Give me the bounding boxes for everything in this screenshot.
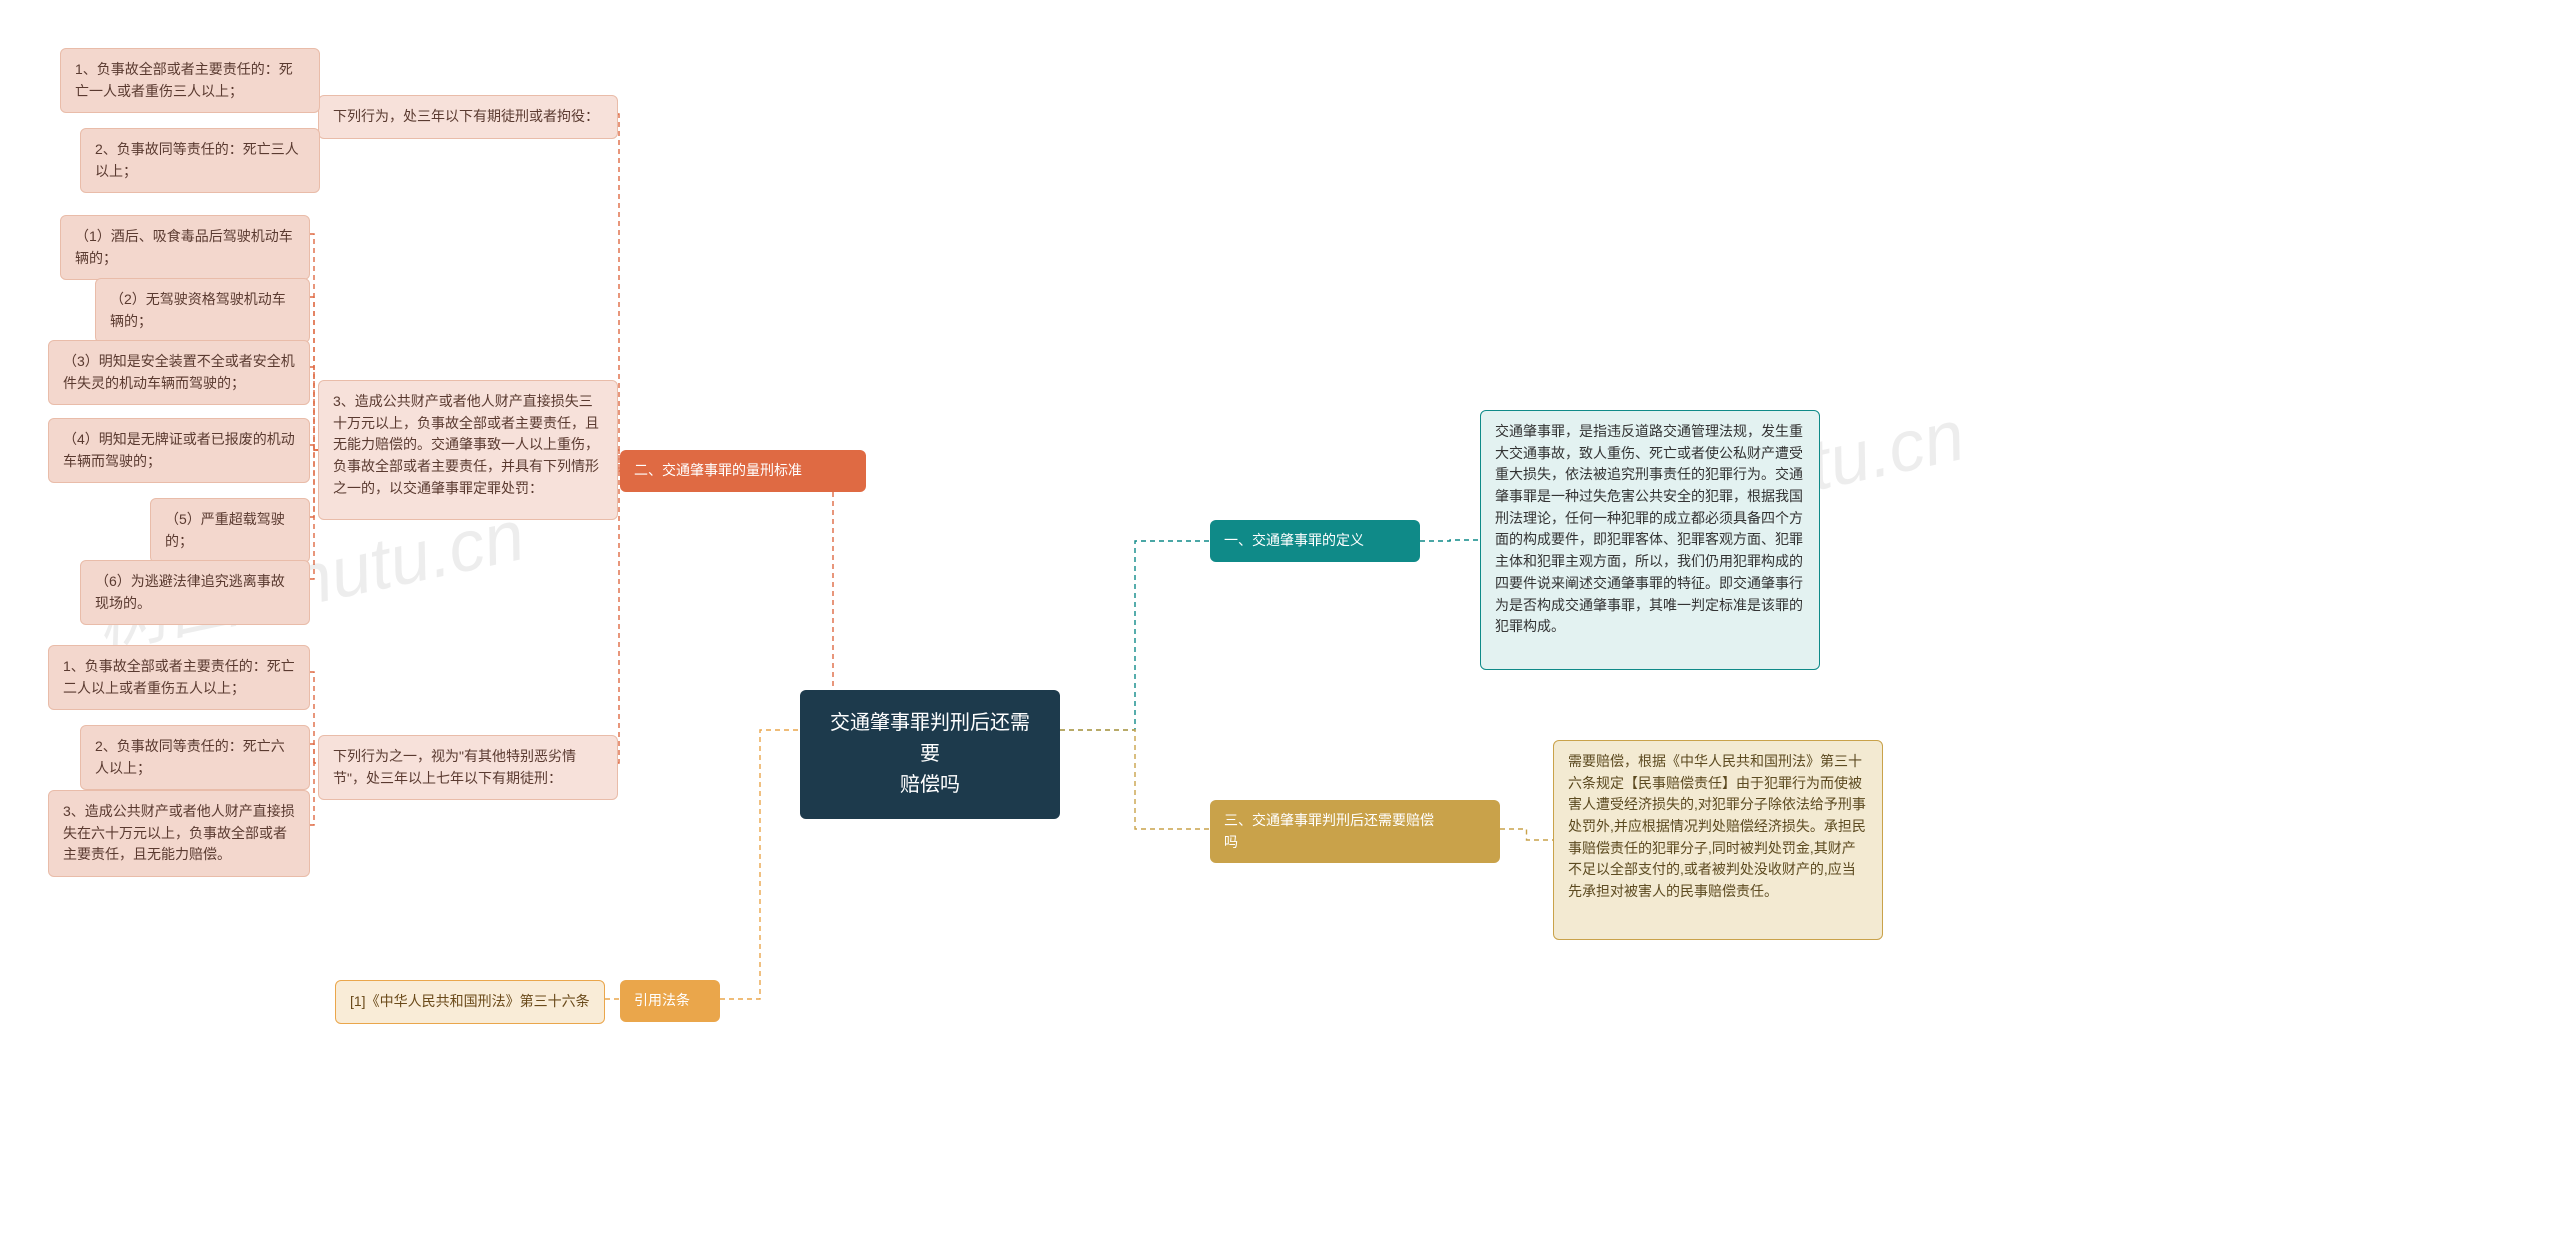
sentencing-g3-item-2: 2、负事故同等责任的：死亡六人以上； [80,725,310,790]
left-branch-citation: 引用法条 [620,980,720,1022]
sentencing-g2-item-6: （6）为逃避法律追究逃离事故现场的。 [80,560,310,625]
left-branch-citation-body: [1]《中华人民共和国刑法》第三十六条 [335,980,605,1024]
sentencing-g2-item-5: （5）严重超载驾驶的； [150,498,310,563]
sentencing-g3-item-1: 1、负事故全部或者主要责任的：死亡二人以上或者重伤五人以上； [48,645,310,710]
sentencing-g2-item-4: （4）明知是无牌证或者已报废的机动车辆而驾驶的； [48,418,310,483]
sentencing-g2-item-3: （3）明知是安全装置不全或者安全机件失灵的机动车辆而驾驶的； [48,340,310,405]
sentencing-g2-item-2: （2）无驾驶资格驾驶机动车辆的； [95,278,310,343]
left-branch-sentencing: 二、交通肇事罪的量刑标准 [620,450,866,492]
sentencing-g1-item-2: 2、负事故同等责任的：死亡三人以上； [80,128,320,193]
sentencing-g1-item-1: 1、负事故全部或者主要责任的：死亡一人或者重伤三人以上； [60,48,320,113]
right-branch-compensation-body: 需要赔偿，根据《中华人民共和国刑法》第三十六条规定【民事赔偿责任】由于犯罪行为而… [1553,740,1883,940]
right-branch-compensation: 三、交通肇事罪判刑后还需要赔偿吗 [1210,800,1500,863]
center-node: 交通肇事罪判刑后还需要赔偿吗 [800,690,1060,819]
right-branch-definition-body: 交通肇事罪，是指违反道路交通管理法规，发生重大交通事故，致人重伤、死亡或者使公私… [1480,410,1820,670]
sentencing-g2-item-1: （1）酒后、吸食毒品后驾驶机动车辆的； [60,215,310,280]
connector-layer [0,0,2560,1239]
sentencing-group-2: 3、造成公共财产或者他人财产直接损失三十万元以上，负事故全部或者主要责任，且无能… [318,380,618,520]
sentencing-group-1: 下列行为，处三年以下有期徒刑或者拘役： [318,95,618,139]
sentencing-g3-item-3: 3、造成公共财产或者他人财产直接损失在六十万元以上，负事故全部或者主要责任，且无… [48,790,310,877]
right-branch-definition: 一、交通肇事罪的定义 [1210,520,1420,562]
sentencing-group-3: 下列行为之一，视为"有其他特别恶劣情节"，处三年以上七年以下有期徒刑： [318,735,618,800]
